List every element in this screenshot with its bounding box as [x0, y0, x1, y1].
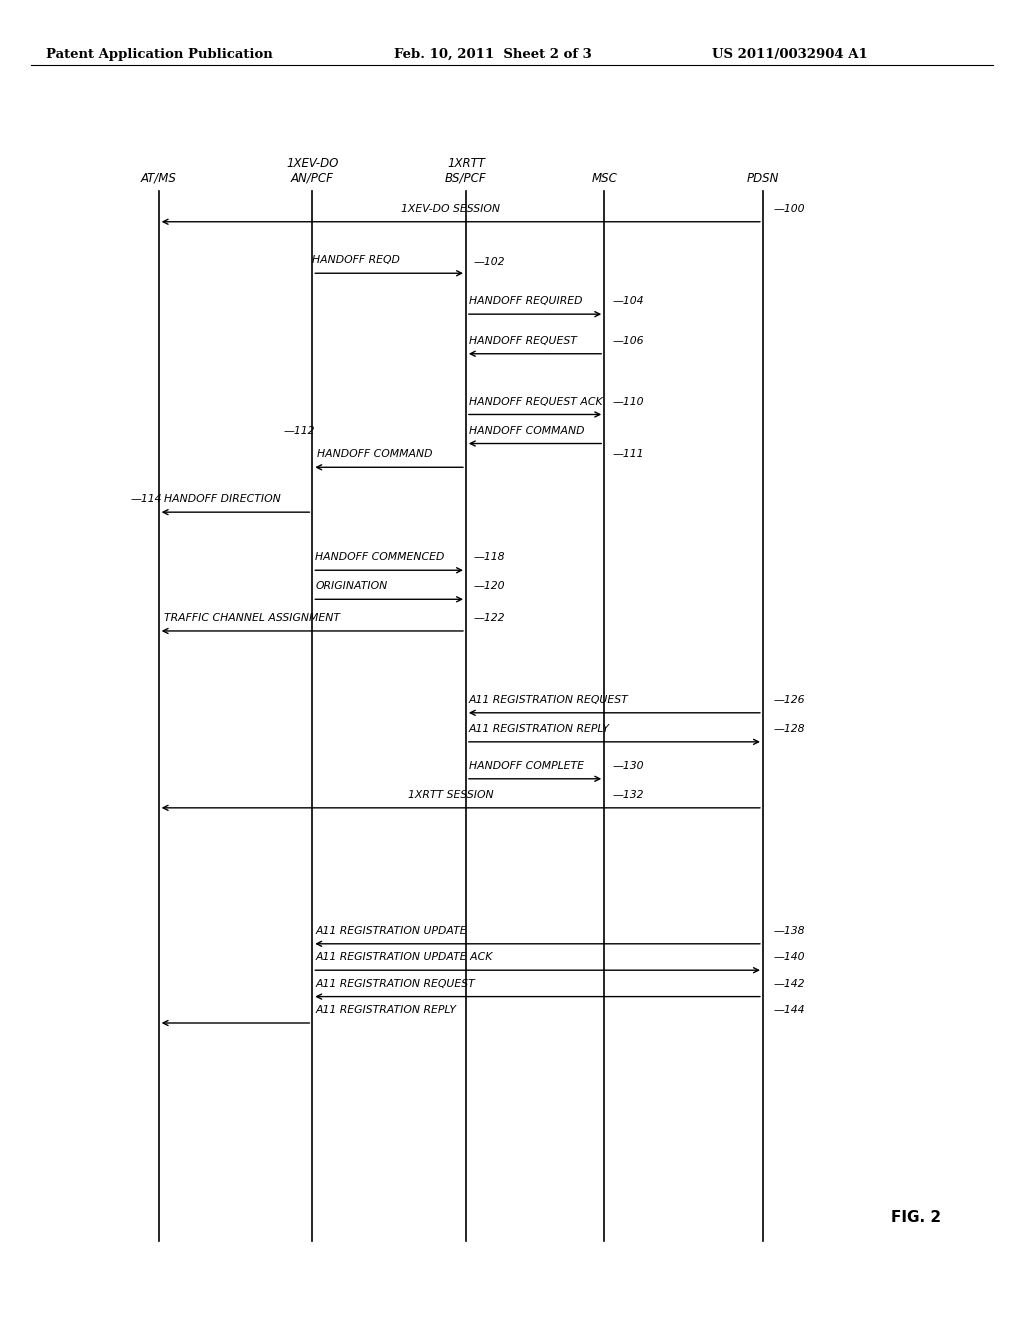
Text: A11 REGISTRATION REQUEST: A11 REGISTRATION REQUEST	[469, 694, 629, 705]
Text: A11 REGISTRATION REPLY: A11 REGISTRATION REPLY	[315, 1005, 457, 1015]
Text: —100: —100	[773, 203, 805, 214]
Text: HANDOFF REQUEST: HANDOFF REQUEST	[469, 335, 577, 346]
Text: Feb. 10, 2011  Sheet 2 of 3: Feb. 10, 2011 Sheet 2 of 3	[394, 48, 592, 61]
Text: TRAFFIC CHANNEL ASSIGNMENT: TRAFFIC CHANNEL ASSIGNMENT	[164, 612, 340, 623]
Text: HANDOFF COMMAND: HANDOFF COMMAND	[317, 449, 433, 459]
Text: —102: —102	[473, 256, 505, 267]
Text: A11 REGISTRATION UPDATE ACK: A11 REGISTRATION UPDATE ACK	[315, 952, 493, 962]
Text: US 2011/0032904 A1: US 2011/0032904 A1	[712, 48, 867, 61]
Text: —112: —112	[284, 425, 315, 436]
Text: HANDOFF REQD: HANDOFF REQD	[312, 255, 400, 265]
Text: —120: —120	[473, 581, 505, 591]
Text: —111: —111	[612, 449, 644, 459]
Text: —128: —128	[773, 723, 805, 734]
Text: —132: —132	[612, 789, 644, 800]
Text: —144: —144	[773, 1005, 805, 1015]
Text: —138: —138	[773, 925, 805, 936]
Text: —142: —142	[773, 978, 805, 989]
Text: —126: —126	[773, 694, 805, 705]
Text: 1XEV-DO
AN/PCF: 1XEV-DO AN/PCF	[286, 157, 339, 185]
Text: —122: —122	[473, 612, 505, 623]
Text: HANDOFF COMMAND: HANDOFF COMMAND	[469, 425, 585, 436]
Text: —130: —130	[612, 760, 644, 771]
Text: PDSN: PDSN	[746, 172, 779, 185]
Text: —104: —104	[612, 296, 644, 306]
Text: HANDOFF REQUIRED: HANDOFF REQUIRED	[469, 296, 583, 306]
Text: Patent Application Publication: Patent Application Publication	[46, 48, 272, 61]
Text: HANDOFF REQUEST ACK: HANDOFF REQUEST ACK	[469, 396, 602, 407]
Text: —118: —118	[473, 552, 505, 562]
Text: HANDOFF COMPLETE: HANDOFF COMPLETE	[469, 760, 584, 771]
Text: MSC: MSC	[591, 172, 617, 185]
Text: HANDOFF COMMENCED: HANDOFF COMMENCED	[315, 552, 444, 562]
Text: HANDOFF DIRECTION: HANDOFF DIRECTION	[164, 494, 281, 504]
Text: A11 REGISTRATION REPLY: A11 REGISTRATION REPLY	[469, 723, 610, 734]
Text: 1XEV-DO SESSION: 1XEV-DO SESSION	[401, 203, 500, 214]
Text: AT/MS: AT/MS	[140, 172, 177, 185]
Text: —110: —110	[612, 396, 644, 407]
Text: —140: —140	[773, 952, 805, 962]
Text: —106: —106	[612, 335, 644, 346]
Text: 1XRTT SESSION: 1XRTT SESSION	[408, 789, 494, 800]
Text: —114: —114	[130, 494, 162, 504]
Text: A11 REGISTRATION REQUEST: A11 REGISTRATION REQUEST	[315, 978, 475, 989]
Text: A11 REGISTRATION UPDATE: A11 REGISTRATION UPDATE	[315, 925, 467, 936]
Text: ORIGINATION: ORIGINATION	[315, 581, 388, 591]
Text: FIG. 2: FIG. 2	[891, 1209, 941, 1225]
Text: 1XRTT
BS/PCF: 1XRTT BS/PCF	[445, 157, 486, 185]
